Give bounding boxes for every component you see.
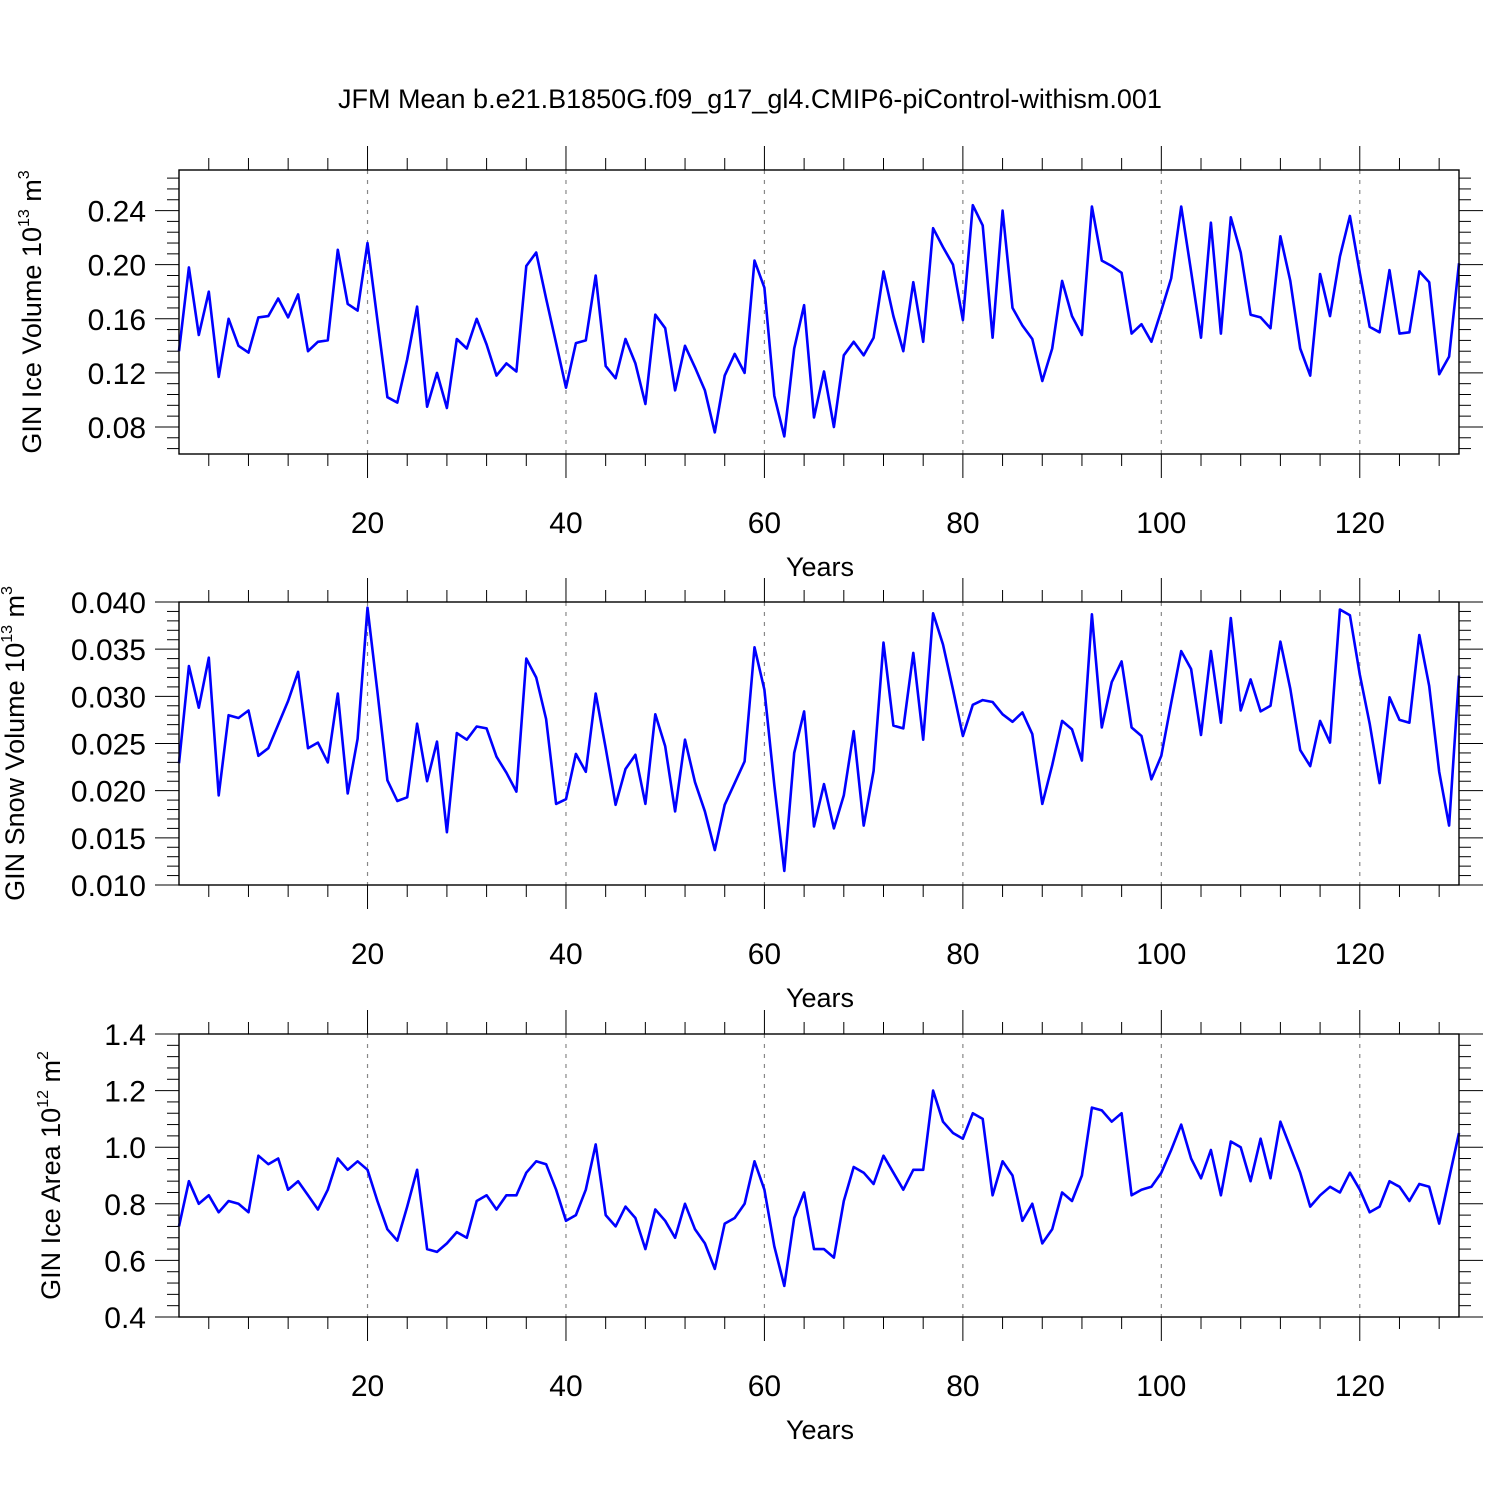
- y-axis-label-text: GIN Ice Volume 10: [17, 227, 47, 454]
- y-axis-label-unit: m: [0, 595, 30, 625]
- x-axis-label: Years: [786, 1415, 854, 1445]
- y-tick-label: 0.4: [104, 1302, 146, 1335]
- data-line: [177, 606, 1461, 873]
- y-tick-label: 0.030: [71, 681, 146, 714]
- x-tick-label: 120: [1335, 507, 1385, 540]
- x-tick-label: 20: [351, 507, 384, 540]
- plot-panel-2: 20 40 60 80 100 120 0.010 0.015 0.020 0.025 0.030 0…: [0, 578, 1483, 1013]
- x-tick-label: 20: [351, 938, 384, 971]
- x-tick-label: 100: [1136, 938, 1186, 971]
- data-line: [177, 203, 1461, 438]
- x-tick-label: 40: [549, 1370, 582, 1403]
- y-tick-label: 0.035: [71, 634, 146, 667]
- y-tick-label: 0.24: [88, 196, 146, 229]
- x-tick-label: 100: [1136, 1370, 1186, 1403]
- y-axis-label-unit: m: [17, 179, 47, 209]
- x-tick-label: 40: [549, 507, 582, 540]
- y-axis-label-exponent: 12: [35, 1090, 52, 1108]
- y-axis-label: GIN Ice Volume 1013 m3: [16, 170, 47, 453]
- y-axis-label: GIN Ice Area 1012 m2: [35, 1051, 66, 1300]
- x-tick-label: 60: [748, 938, 781, 971]
- y-axis-label-exponent: 13: [0, 625, 16, 643]
- chart-title: JFM Mean b.e21.B1850G.f09_g17_gl4.CMIP6-…: [338, 84, 1162, 114]
- x-tick-label: 60: [748, 1370, 781, 1403]
- x-tick-label: 120: [1335, 938, 1385, 971]
- y-axis-label-unit-exponent: 2: [35, 1051, 52, 1060]
- x-axis-label: Years: [786, 552, 854, 582]
- plot-panel-3: 20 40 60 80 100 120 0.4 0.6 0.8 1.0 1.2 1.4 Years GIN…: [35, 1010, 1483, 1445]
- y-tick-label: 0.025: [71, 729, 146, 762]
- y-tick-label: 0.040: [71, 587, 146, 620]
- x-tick-label: 100: [1136, 507, 1186, 540]
- y-axis-label-unit-exponent: 3: [0, 586, 16, 595]
- x-tick-label: 80: [946, 507, 979, 540]
- data-line: [177, 1089, 1461, 1288]
- y-tick-label: 0.6: [104, 1245, 146, 1278]
- y-axis-label-unit-exponent: 3: [16, 170, 33, 179]
- y-tick-label: 1.0: [104, 1132, 146, 1165]
- plot-panel-1: 20 40 60 80 100 120 0.08 0.12 0.16 0.20 0.24 Years G…: [16, 146, 1483, 582]
- x-tick-label: 80: [946, 938, 979, 971]
- y-tick-label: 0.08: [88, 412, 146, 445]
- x-tick-label: 20: [351, 1370, 384, 1403]
- y-tick-label: 0.020: [71, 776, 146, 809]
- y-tick-label: 0.015: [71, 823, 146, 856]
- x-axis-label: Years: [786, 983, 854, 1013]
- y-axis-label-exponent: 13: [16, 209, 33, 227]
- x-tick-label: 60: [748, 507, 781, 540]
- y-tick-label: 0.12: [88, 358, 146, 391]
- x-tick-label: 80: [946, 1370, 979, 1403]
- plot-frame: [178, 1033, 1460, 1318]
- y-tick-label: 0.16: [88, 304, 146, 337]
- y-axis-label-unit: m: [36, 1060, 66, 1090]
- y-tick-label: 0.20: [88, 250, 146, 283]
- y-axis-label-text: GIN Snow Volume 10: [0, 643, 30, 901]
- plot-frame: [178, 169, 1460, 455]
- y-axis-label-text: GIN Ice Area 10: [36, 1108, 66, 1300]
- y-axis-label: GIN Snow Volume 1013 m3: [0, 586, 30, 901]
- y-tick-label: 0.010: [71, 870, 146, 903]
- x-tick-label: 40: [549, 938, 582, 971]
- y-tick-label: 0.8: [104, 1189, 146, 1222]
- y-tick-label: 1.2: [104, 1076, 146, 1109]
- y-tick-label: 1.4: [104, 1019, 146, 1052]
- x-tick-label: 120: [1335, 1370, 1385, 1403]
